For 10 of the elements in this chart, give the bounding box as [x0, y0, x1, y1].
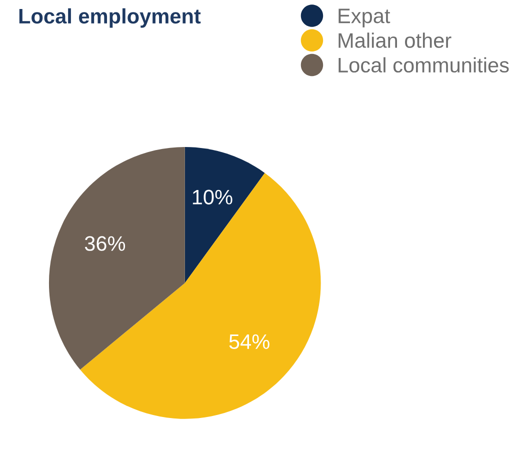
- legend-label: Local communities: [338, 57, 509, 73]
- pie-slice: [184, 147, 265, 283]
- data-label: 36%: [84, 236, 126, 251]
- legend-label: Expat: [338, 8, 390, 28]
- pie-slice: [80, 172, 321, 419]
- legend-label: Malian other: [338, 32, 452, 48]
- data-label: 10%: [192, 190, 232, 205]
- chart-title: Local employment: [19, 8, 201, 28]
- data-label: 54%: [229, 334, 270, 350]
- pie-slice: [48, 147, 185, 370]
